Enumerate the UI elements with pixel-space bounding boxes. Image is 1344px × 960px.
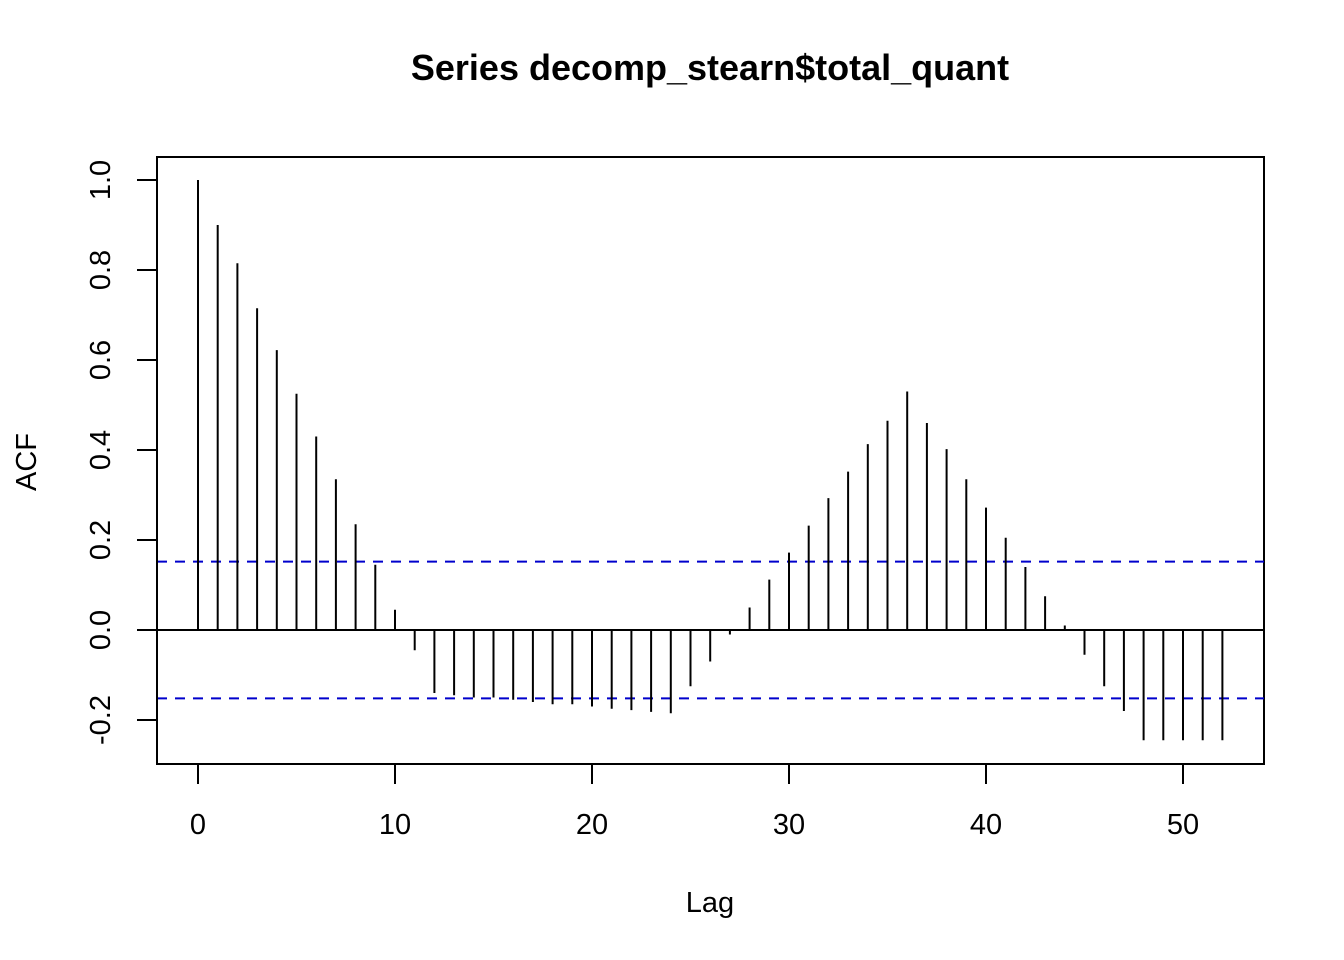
x-axis-label: Lag [686, 887, 734, 919]
x-tick-label-20: 20 [576, 809, 608, 841]
chart-title: Series decomp_stearn$total_quant [411, 47, 1009, 88]
confidence-bounds [157, 560, 1264, 700]
y-axis: -0.2 0.0 0.2 0.4 0.6 0.8 1.0 [85, 160, 158, 745]
y-tick-label-5: 0.8 [85, 250, 117, 290]
y-tick-label-4: 0.6 [85, 340, 117, 380]
y-tick-label-3: 0.4 [85, 430, 117, 470]
x-tick-label-40: 40 [970, 809, 1002, 841]
x-tick-label-30: 30 [773, 809, 805, 841]
acf-bars [197, 180, 1224, 741]
y-tick-label-0: -0.2 [85, 695, 117, 745]
plot-frame [156, 156, 1265, 765]
y-axis-label: ACF [11, 433, 43, 491]
y-tick-label-6: 1.0 [85, 160, 117, 200]
y-tick-label-2: 0.2 [85, 520, 117, 560]
x-tick-label-0: 0 [190, 809, 206, 841]
y-tick-label-1: 0.0 [85, 610, 117, 650]
x-axis: 0 10 20 30 40 50 [190, 763, 1199, 841]
x-tick-label-50: 50 [1167, 809, 1199, 841]
x-tick-label-10: 10 [379, 809, 411, 841]
